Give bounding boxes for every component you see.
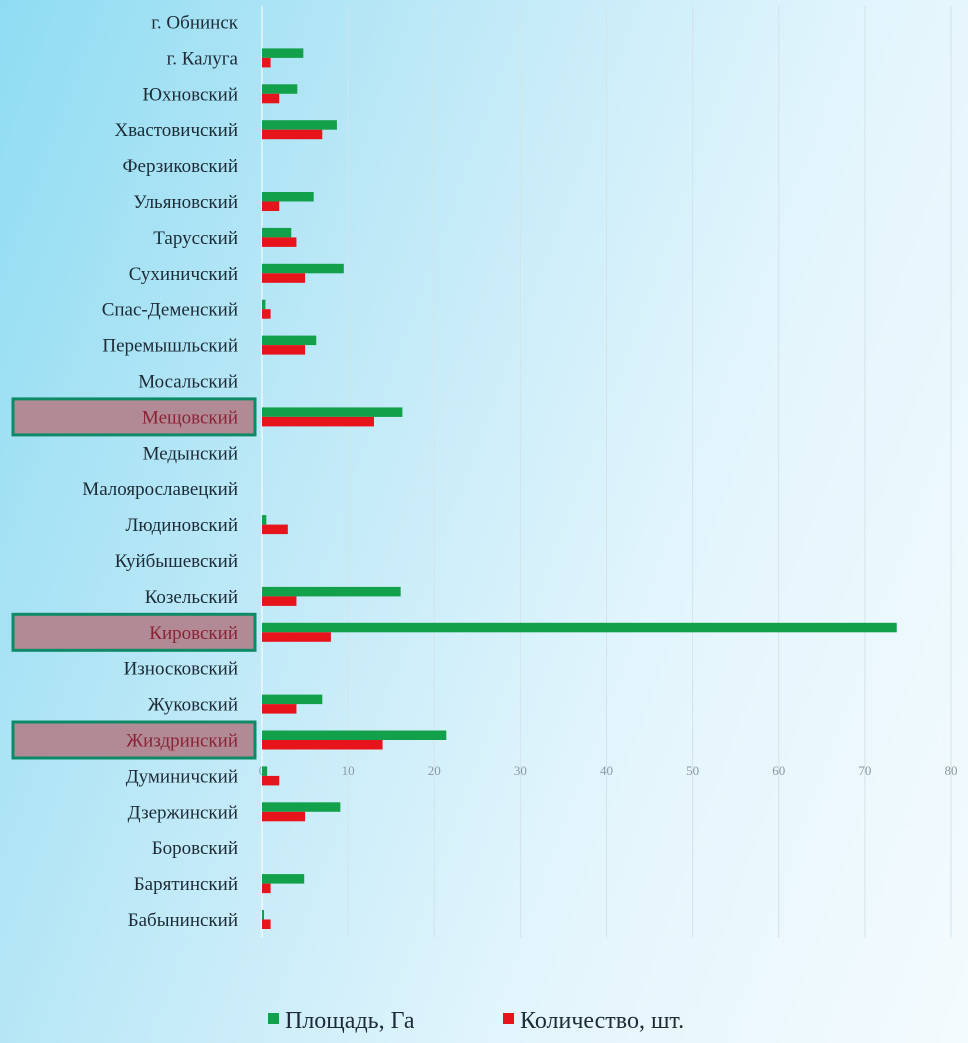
legend-label-count: Количество, шт. (520, 1008, 684, 1034)
bar-count (262, 919, 271, 929)
category-label: Сухиничский (129, 264, 238, 285)
bar-count (262, 416, 374, 427)
bar-count (262, 632, 331, 642)
category-label: Юхновский (142, 84, 238, 105)
x-tick-label: 10 (342, 763, 355, 778)
highlight-box (11, 720, 257, 760)
category-label: Хвастовичский (114, 120, 238, 141)
x-tick-label: 60 (772, 763, 785, 778)
x-tick-label: 50 (686, 763, 699, 778)
bar-count (262, 273, 306, 283)
bar-count (262, 740, 383, 750)
bar-area (262, 48, 304, 58)
bar-area (262, 910, 264, 920)
highlight-box (11, 612, 257, 652)
x-tick-label: 80 (945, 763, 958, 778)
category-label: Бабынинский (128, 910, 238, 931)
bar-count (262, 883, 271, 894)
bar-area (262, 730, 447, 740)
bar-area (262, 263, 344, 274)
bar-count (262, 704, 297, 714)
bar-area (262, 802, 341, 812)
category-label: г. Калуга (167, 48, 239, 69)
category-label: Медынский (143, 443, 238, 464)
x-tick-label: 20 (428, 763, 441, 778)
category-label: Куйбышевский (115, 551, 238, 572)
bar-area (262, 874, 305, 884)
category-label: Малоярославецкий (82, 479, 238, 500)
bar-count (262, 93, 280, 104)
category-label: Кировский (149, 623, 238, 644)
bar-count (262, 57, 271, 68)
bar-area (262, 766, 268, 776)
category-label: Боровский (152, 838, 238, 859)
category-label: г. Обнинск (151, 13, 238, 34)
bar-area (262, 335, 317, 346)
category-label: Ферзиковский (123, 156, 238, 177)
x-tick-label: 70 (858, 763, 871, 778)
bar-count (262, 775, 280, 786)
category-label: Перемышльский (102, 336, 238, 357)
category-label: Думиничский (126, 766, 238, 787)
category-label: Износковский (124, 659, 238, 680)
bar-count (262, 201, 280, 211)
bar-count (262, 129, 323, 140)
bar-area (262, 694, 323, 705)
category-label: Мещовский (142, 407, 238, 428)
bar-area (262, 227, 292, 238)
bar-count (262, 309, 271, 319)
legend-label-area: Площадь, Га (285, 1008, 415, 1034)
category-label: Мосальский (138, 372, 238, 393)
bar-area (262, 192, 314, 202)
legend-swatch-count (503, 1013, 514, 1024)
category-label: Жиздринский (126, 731, 238, 752)
category-label: Жуковский (148, 695, 238, 716)
category-label: Барятинский (134, 874, 238, 895)
bar-count (262, 524, 288, 535)
x-tick-label: 30 (514, 763, 527, 778)
bar-area (262, 407, 403, 417)
category-label: Тарусский (153, 228, 238, 249)
bar-area (262, 299, 266, 310)
category-label: Дзержинский (128, 802, 238, 823)
bar-area (262, 84, 298, 94)
category-label: Козельский (145, 587, 238, 608)
bar-count (262, 237, 297, 247)
highlight-box (11, 397, 257, 437)
bar-area (262, 120, 337, 130)
x-tick-label: 40 (600, 763, 613, 778)
legend-swatch-area (268, 1013, 279, 1024)
bar-count (262, 596, 297, 606)
category-label: Людиновский (126, 515, 238, 536)
category-label: Ульяновский (133, 192, 238, 213)
bar-area (262, 622, 897, 633)
category-label: Спас-Деменский (102, 300, 238, 321)
bar-count (262, 345, 306, 355)
bar-area (262, 515, 267, 525)
bar-count (262, 811, 306, 822)
bar-area (262, 586, 401, 597)
